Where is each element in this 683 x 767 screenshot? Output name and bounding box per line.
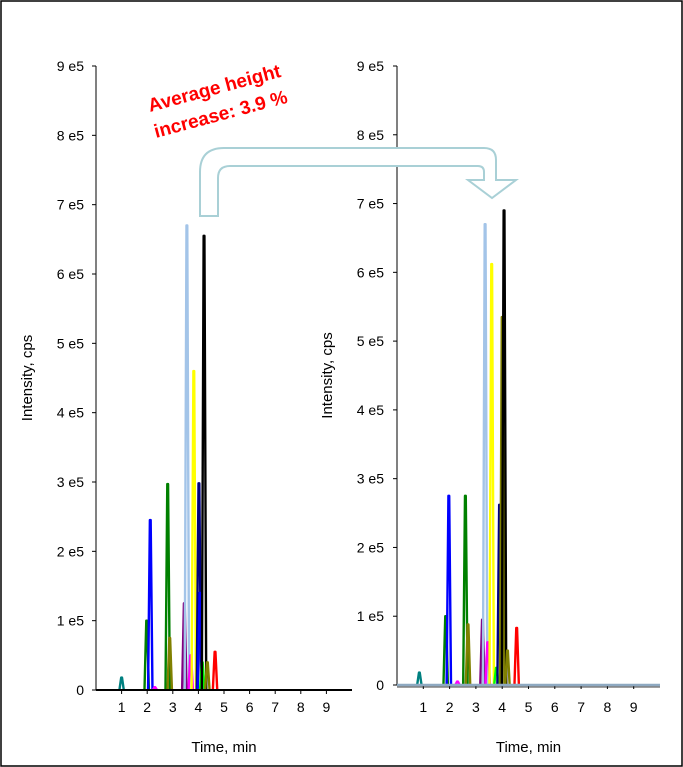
x-tick-label: 1	[419, 699, 427, 715]
x-tick-label: 5	[525, 699, 533, 715]
y-tick-label: 9 e5	[357, 58, 384, 74]
x-tick-label: 4	[498, 699, 506, 715]
y-tick-label: 8 e5	[57, 127, 84, 143]
x-tick-label: 4	[195, 699, 203, 715]
chromatogram-peak-5	[461, 494, 469, 686]
chromatogram-peak-8	[481, 222, 489, 686]
y-tick-label: 4 e5	[57, 405, 84, 421]
x-tick-label: 3	[169, 699, 177, 715]
y-tick-label: 6 e5	[357, 264, 384, 280]
x-tick-label: 2	[143, 699, 151, 715]
y-tick-label: 7 e5	[57, 197, 84, 213]
chromatogram-peak-1	[415, 671, 423, 686]
x-axis-title: Time, min	[496, 739, 561, 756]
chromatogram-peak-4	[151, 686, 159, 691]
chromatogram-peak-10	[190, 369, 198, 691]
chromatogram-peak-16	[211, 650, 219, 691]
y-tick-label: 0	[76, 682, 84, 698]
x-tick-label: 6	[551, 699, 559, 715]
chromatogram-peak-5	[164, 482, 172, 691]
chromatogram-peak-8	[183, 224, 191, 691]
x-tick-label: 7	[577, 699, 585, 715]
y-tick-label: 3 e5	[57, 474, 84, 490]
chromatogram-peak-15	[203, 661, 211, 691]
x-axis-title: Time, min	[191, 739, 256, 756]
y-tick-label: 0	[376, 677, 384, 693]
x-tick-label: 7	[271, 699, 279, 715]
y-tick-label: 1 e5	[357, 608, 384, 624]
left-chromatogram: 0 1 e5 2 e5 3 e5 4 e5 5 e5 6 e5 7 e5 8 e5 9 e5 1 2 3…	[19, 58, 352, 756]
comparison-arrow	[199, 147, 519, 217]
y-tick-label: 5 e5	[357, 333, 384, 349]
x-tick-label: 1	[118, 699, 126, 715]
chromatogram-peak-14	[200, 234, 208, 691]
y-tick-label: 9 e5	[57, 58, 84, 74]
chromatogram-peak-15	[504, 649, 511, 686]
x-tick-label: 8	[604, 699, 612, 715]
chromatogram-peak-10	[488, 262, 496, 686]
chromatogram-peak-3	[445, 494, 453, 686]
y-tick-label: 6 e5	[57, 266, 84, 282]
y-tick-label: 4 e5	[357, 402, 384, 418]
chromatogram-peak-11	[195, 482, 203, 691]
y-tick-label: 7 e5	[357, 196, 384, 212]
y-axis-title: Intensity, cps	[319, 332, 336, 418]
y-tick-label: 1 e5	[57, 613, 84, 629]
x-tick-label: 8	[297, 699, 305, 715]
chromatogram-peak-14	[500, 209, 508, 686]
y-tick-label: 2 e5	[57, 543, 84, 559]
right-chromatogram: 0 1 e5 2 e5 3 e5 4 e5 5 e5 6 e5 7 e5 8 e5 9 e5 1 2 3…	[319, 58, 660, 756]
x-tick-label: 2	[446, 699, 454, 715]
x-tick-label: 3	[472, 699, 480, 715]
chromatogram-peak-4	[454, 680, 461, 686]
chromatogram-peak-6	[166, 636, 174, 691]
y-tick-label: 2 e5	[357, 539, 384, 555]
x-tick-label: 9	[323, 699, 331, 715]
x-tick-label: 5	[220, 699, 228, 715]
y-axis-title: Intensity, cps	[19, 335, 36, 421]
x-tick-label: 9	[630, 699, 638, 715]
curved-arrow-icon	[199, 147, 519, 217]
chromatogram-peak-1	[118, 676, 125, 691]
x-tick-label: 6	[246, 699, 254, 715]
chromatogram-peak-3	[146, 518, 154, 691]
y-tick-label: 5 e5	[57, 335, 84, 351]
chromatogram-peak-6	[464, 623, 472, 686]
chromatogram-peak-16	[513, 626, 521, 686]
y-tick-label: 3 e5	[357, 471, 384, 487]
y-tick-label: 8 e5	[357, 127, 384, 143]
